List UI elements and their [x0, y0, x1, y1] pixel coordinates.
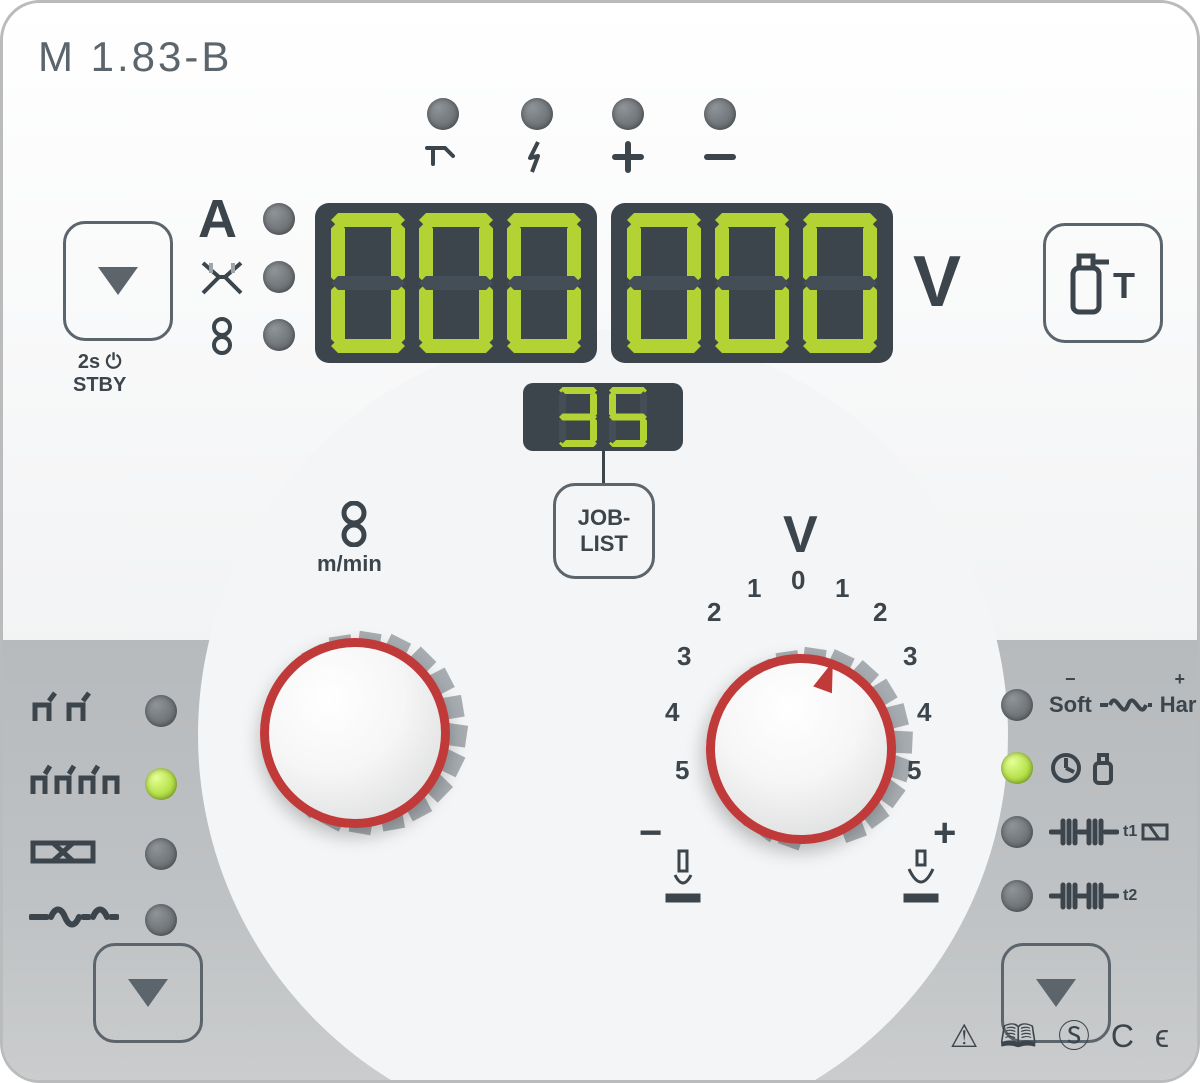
dynamics-led: SoftHard: [1001, 689, 1200, 721]
svg-text:T: T: [1113, 265, 1135, 306]
gas-test-button[interactable]: T: [1043, 223, 1163, 343]
wire-speed-knob[interactable]: [225, 603, 485, 863]
long-arc-icon: [901, 849, 941, 910]
job-display: [523, 383, 683, 451]
left-display: [315, 203, 597, 363]
welding-machine-panel: M 1.83-B A 2s ⏻ STBY V T: [0, 0, 1200, 1083]
voltage-knob[interactable]: [671, 619, 931, 879]
torch-led: [423, 98, 463, 179]
burnback-t1-led: t1: [1001, 815, 1200, 849]
gas-time-led: [1001, 751, 1200, 785]
plus-led: [611, 98, 645, 179]
gas-bottle-icon: T: [1063, 248, 1143, 318]
burnback-t2-led: t2: [1001, 879, 1200, 913]
job-list-label-1: JOB-: [578, 505, 631, 531]
wire-speed-unit-label: m/min: [317, 551, 382, 577]
left-mode-column: [29, 689, 177, 937]
left-unit-leds: [263, 203, 295, 351]
wire-knob-icon: [333, 501, 375, 552]
volt-knob-label: V: [783, 505, 818, 565]
left-mode-select-button[interactable]: [93, 943, 203, 1043]
thickness-led: [263, 261, 295, 293]
job-list-label-2: LIST: [580, 531, 628, 557]
dynamics-polarity-labels: −+: [1065, 669, 1185, 690]
wire-led: [263, 319, 295, 351]
standby-label: 2s ⏻ STBY: [73, 351, 126, 397]
mode-spot: [29, 835, 177, 872]
mode-stitch: [29, 902, 177, 937]
amp-led: [263, 203, 295, 235]
volt-label: V: [913, 241, 961, 323]
right-mode-column: SoftHard t1 t2: [1001, 689, 1200, 913]
right-display: [611, 203, 893, 363]
amp-label: A: [198, 188, 237, 250]
standby-button[interactable]: [63, 221, 173, 341]
model-label: M 1.83-B: [38, 33, 232, 81]
job-list-button[interactable]: JOB- LIST: [553, 483, 655, 579]
wire-icon: [205, 317, 239, 360]
mode-2t: [29, 689, 177, 732]
short-arc-icon: [663, 849, 703, 910]
top-indicator-row: [423, 98, 737, 179]
certification-marks: ⚠ 🕮 Ⓢ C ϵ: [950, 1011, 1175, 1068]
thickness-icon: [197, 259, 247, 302]
voltage-minus: −: [639, 811, 662, 856]
arc-led: [521, 98, 553, 179]
minus-led: [703, 98, 737, 179]
mode-4t: [29, 762, 177, 805]
